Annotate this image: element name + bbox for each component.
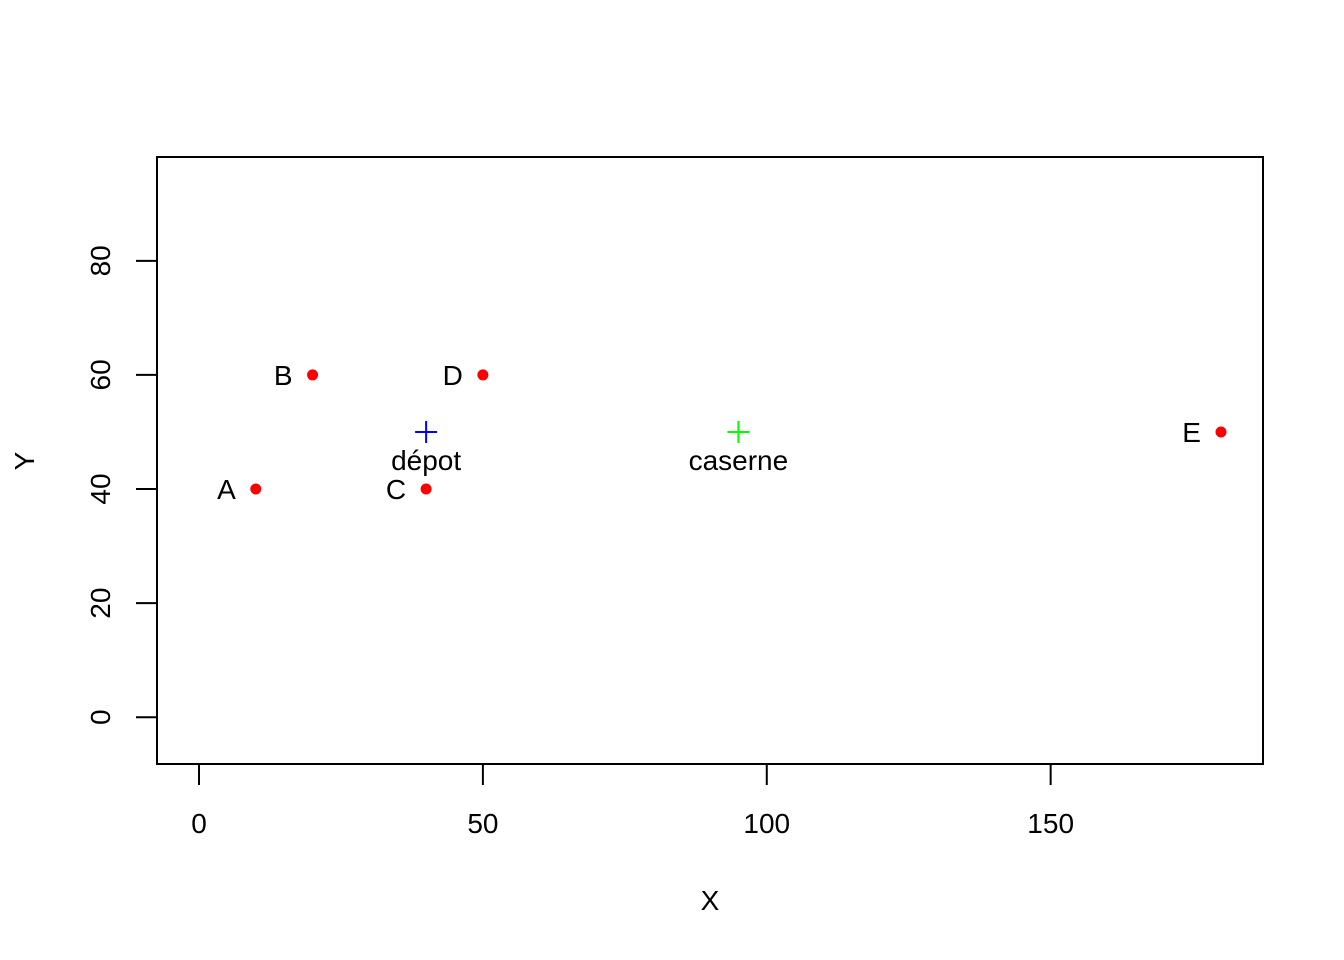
y-axis: 0 20 40 60 80 — [85, 245, 158, 725]
point-label-d-pot: dépot — [391, 445, 461, 476]
point-label-d: D — [443, 360, 463, 391]
y-tick-label: 80 — [85, 245, 116, 276]
point-c — [420, 483, 432, 495]
y-tick-label: 20 — [85, 588, 116, 619]
point-d — [477, 369, 489, 381]
point-d-pot — [415, 420, 438, 443]
x-axis-title: X — [701, 885, 720, 916]
x-tick-label: 50 — [467, 808, 498, 839]
x-tick-label: 100 — [743, 808, 790, 839]
point-label-caserne: caserne — [689, 445, 789, 476]
x-axis: 0 50 100 150 — [191, 763, 1074, 839]
point-label-b: B — [274, 360, 293, 391]
x-tick-label: 150 — [1027, 808, 1074, 839]
point-label-c: C — [386, 474, 406, 505]
y-tick-label: 60 — [85, 359, 116, 390]
point-label-e: E — [1182, 417, 1201, 448]
point-label-a: A — [217, 474, 236, 505]
point-b — [307, 369, 319, 381]
y-axis-title: Y — [9, 451, 40, 470]
point-e — [1215, 426, 1227, 438]
y-tick-label: 40 — [85, 473, 116, 504]
y-tick-label: 0 — [85, 709, 116, 725]
point-caserne — [727, 420, 750, 443]
point-a — [250, 483, 262, 495]
x-tick-label: 0 — [191, 808, 207, 839]
